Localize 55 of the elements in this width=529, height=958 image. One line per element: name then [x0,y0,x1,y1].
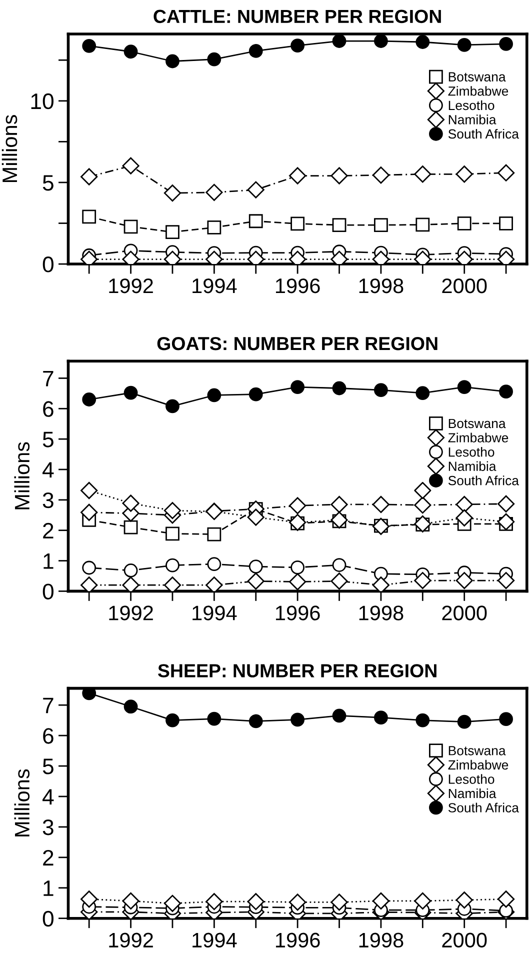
y-tick-label: 5 [42,758,54,774]
y-tick-label: 3 [42,819,54,836]
x-tick-label: 1994 [192,278,237,294]
y-axis-title: Millions [14,769,30,836]
y-tick-label: 7 [43,370,54,386]
chart-title: CATTLE: NUMBER PER REGION [154,10,441,24]
chart-title: SHEEP: NUMBER PER REGION [158,664,436,678]
legend-label: South Africa [448,802,519,812]
y-tick-label: 0 [42,256,54,272]
legend-label: Botswana [448,72,506,82]
y-tick-label: 6 [43,401,54,417]
x-tick-label: 2000 [442,606,487,620]
x-tick-label: 1992 [109,606,153,620]
y-tick-label: 0 [42,910,54,927]
x-tick-label: 1998 [359,278,404,294]
legend-label: Botswana [448,418,506,428]
x-tick-label: 1994 [192,606,237,620]
x-tick-label: 1998 [359,606,404,620]
legend-label: Lesotho [448,447,494,457]
legend-label: Namibia [448,461,496,471]
y-tick-label: 2 [43,850,54,866]
y-tick-label: 1 [44,554,54,569]
y-tick-label: 6 [43,728,54,744]
legend-label: Lesotho [448,100,494,110]
y-tick-label: 5 [42,432,54,448]
x-tick-label: 1992 [109,278,153,294]
legend-label: Lesotho [448,774,494,784]
y-axis-title: Millions [14,442,30,510]
y-tick-label: 5 [42,175,54,191]
legend-label: South Africa [448,128,519,139]
x-tick-label: 1996 [276,606,320,620]
legend-label: Namibia [448,114,496,124]
y-tick-label: 10 [31,93,54,110]
legend-label: Zimbabwe [448,432,508,442]
chart-title: GOATS: NUMBER PER REGION [157,336,438,350]
y-tick-label: 4 [42,789,54,805]
y-tick-label: 7 [43,698,54,714]
legend-label: Zimbabwe [448,86,508,96]
legend-label: Zimbabwe [448,760,508,770]
legend-label: Botswana [448,746,506,756]
y-tick-label: 3 [42,492,54,508]
y-axis-title: Millions [2,115,18,182]
x-tick-label: 1996 [276,278,320,294]
x-tick-label: 1996 [276,932,320,948]
y-tick-label: 2 [43,522,54,538]
x-tick-label: 2000 [442,932,487,948]
y-tick-label: 0 [42,584,54,600]
y-tick-label: 1 [44,880,54,896]
x-tick-label: 1998 [359,932,404,948]
legend-label: South Africa [448,476,519,486]
legend-label: Namibia [448,788,496,798]
y-tick-label: 4 [42,462,54,478]
x-tick-label: 1992 [109,932,153,948]
x-tick-label: 2000 [442,278,487,294]
x-tick-label: 1994 [192,932,237,948]
